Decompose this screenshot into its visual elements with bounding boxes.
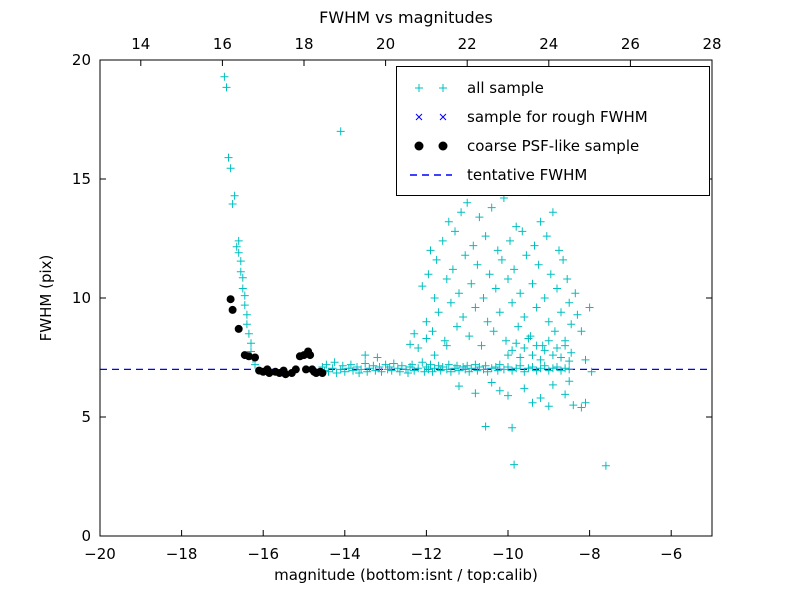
svg-text:20: 20: [72, 51, 91, 69]
chart-title: FWHM vs magnitudes: [319, 8, 493, 27]
svg-text:−16: −16: [247, 545, 279, 563]
svg-text:20: 20: [376, 35, 395, 53]
all-sample-points: [220, 72, 610, 470]
svg-text:26: 26: [621, 35, 640, 53]
legend-label: tentative FWHM: [467, 165, 588, 184]
x-marker-icon: [407, 108, 455, 126]
x-tick-labels: −20 −18 −16 −14 −12 −10 −8 −6: [84, 545, 682, 563]
axes-frame: [99, 59, 713, 537]
svg-text:22: 22: [458, 35, 477, 53]
svg-text:16: 16: [213, 35, 232, 53]
svg-text:−18: −18: [166, 545, 198, 563]
svg-text:0: 0: [81, 527, 91, 545]
x-axis-label: magnitude (bottom:isnt / top:calib): [274, 566, 538, 584]
dashed-line-icon: [407, 166, 455, 184]
plus-marker-icon: [407, 79, 455, 97]
svg-text:−20: −20: [84, 545, 116, 563]
svg-text:−10: −10: [492, 545, 524, 563]
legend-item-rough-fwhm: sample for rough FWHM: [407, 103, 699, 130]
svg-text:14: 14: [131, 35, 150, 53]
svg-text:−14: −14: [329, 545, 361, 563]
legend-label: sample for rough FWHM: [467, 107, 648, 126]
legend-label: coarse PSF-like sample: [467, 136, 640, 155]
coarse-psf-like-sample-points: [226, 295, 327, 379]
svg-text:−6: −6: [660, 545, 682, 563]
svg-text:28: 28: [702, 35, 721, 53]
legend: all sample sample for rough FWHM coarse …: [396, 66, 710, 196]
legend-item-tentative-fwhm: tentative FWHM: [407, 161, 699, 188]
legend-label: all sample: [467, 78, 544, 97]
y-axis-label: FWHM (pix): [37, 254, 55, 342]
svg-text:5: 5: [81, 408, 91, 426]
legend-item-coarse-psf: coarse PSF-like sample: [407, 132, 699, 159]
svg-text:−8: −8: [579, 545, 601, 563]
svg-text:−12: −12: [411, 545, 443, 563]
svg-text:10: 10: [72, 289, 91, 307]
top-tick-labels: 14 16 18 20 22 24 26 28: [131, 35, 721, 53]
svg-text:15: 15: [72, 170, 91, 188]
svg-text:24: 24: [539, 35, 558, 53]
dot-marker-icon: [407, 137, 455, 155]
y-tick-labels: 0 5 10 15 20: [72, 51, 91, 545]
legend-item-all-sample: all sample: [407, 74, 699, 101]
svg-text:18: 18: [294, 35, 313, 53]
